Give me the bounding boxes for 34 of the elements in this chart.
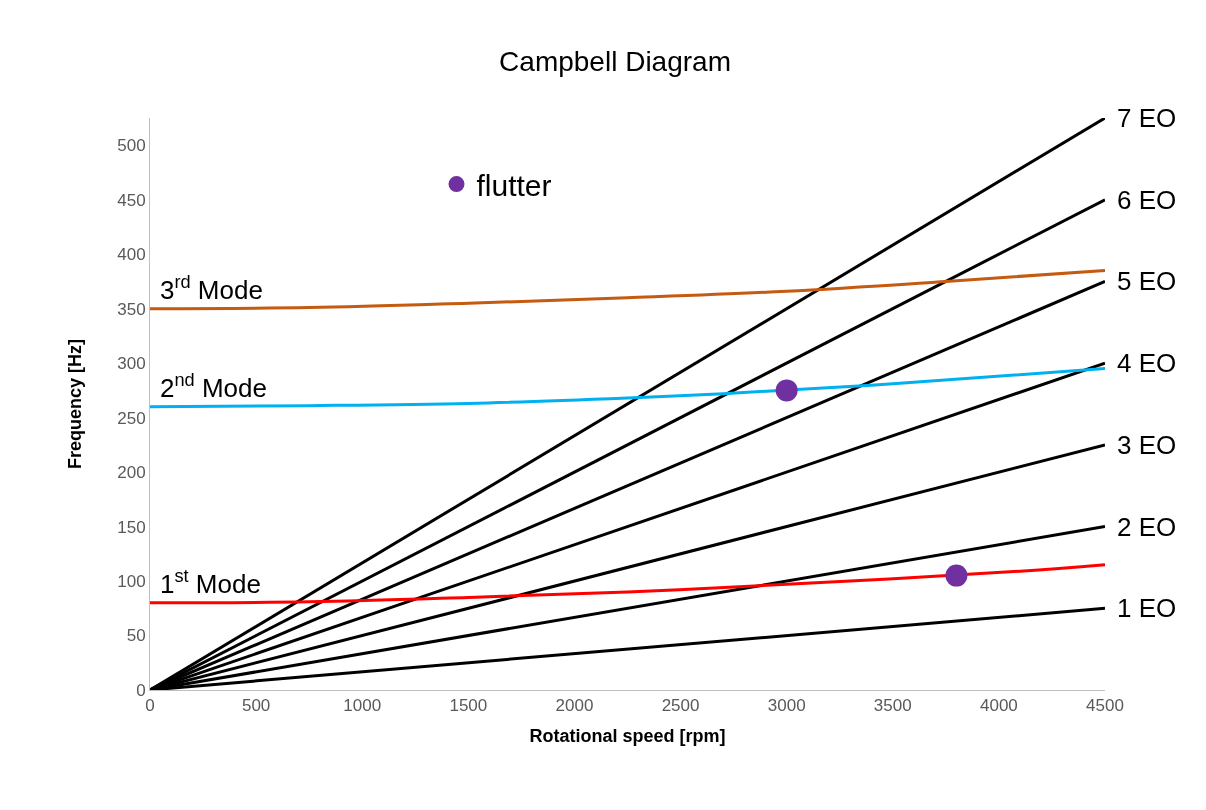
series-label: 3 EO <box>1117 430 1177 460</box>
y-tick-label: 250 <box>117 408 146 428</box>
y-tick-label: 0 <box>136 680 146 700</box>
y-tick-label: 100 <box>117 572 146 591</box>
series-label: 1$^{st}$ Mode <box>160 566 261 599</box>
x-tick-label: 3000 <box>767 696 806 716</box>
y-tick-label: 450 <box>117 190 146 210</box>
series-label: 6 EO <box>1117 185 1177 215</box>
y-tick-label: 200 <box>117 463 146 483</box>
y-tick-label: 350 <box>117 299 146 319</box>
x-tick-label: 1000 <box>343 696 382 716</box>
y-tick-label: 500 <box>117 136 146 156</box>
y-axis-title: Frequency [Hz] <box>65 338 86 470</box>
y-tick-label: 300 <box>117 354 146 374</box>
series-label: 4 EO <box>1117 348 1177 378</box>
x-tick-label: 1500 <box>449 696 488 716</box>
series-label: 1 EO <box>1117 593 1177 623</box>
x-tick-label: 2000 <box>555 696 594 716</box>
x-axis-title: Rotational speed [rpm] <box>529 725 726 746</box>
x-tick-label: 4500 <box>1086 696 1124 716</box>
series-label: 2 EO <box>1117 512 1177 542</box>
x-tick-label: 4000 <box>979 696 1018 716</box>
legend-label: flutter <box>476 168 552 202</box>
y-tick-label: 400 <box>117 245 146 265</box>
chart-title: Campbell Diagram <box>499 45 731 77</box>
series-label: 3$^{rd}$ Mode <box>160 272 263 305</box>
series-label: 7 EO <box>1117 103 1177 133</box>
y-tick-label: 150 <box>117 517 146 537</box>
series-label: 2$^{nd}$ Mode <box>160 370 267 403</box>
y-tick-label: 50 <box>126 626 146 646</box>
x-tick-label: 500 <box>241 696 271 716</box>
series-label: 5 EO <box>1117 266 1177 296</box>
x-tick-label: 3500 <box>873 696 912 716</box>
x-tick-label: 2500 <box>661 696 700 716</box>
